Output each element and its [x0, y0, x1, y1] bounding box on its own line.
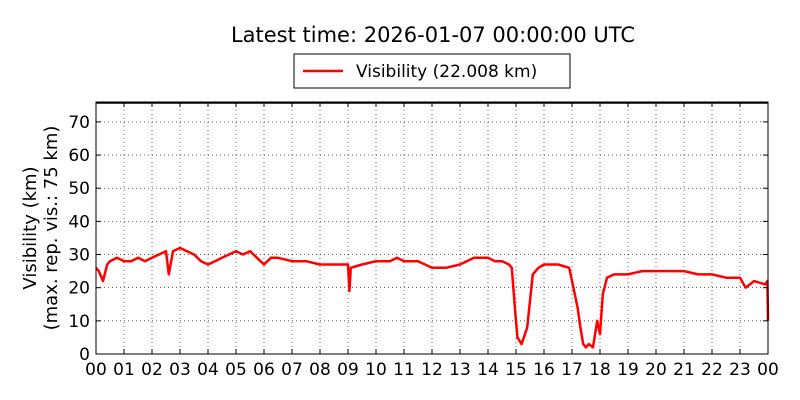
x-tick-label: 08: [309, 360, 331, 380]
axes-frame: [95, 101, 769, 355]
y-tick-label: 0: [79, 345, 90, 365]
y-axis-label-line-2: (max. rep. vis.: 75 km): [41, 126, 62, 331]
x-tick-label: 09: [337, 360, 359, 380]
legend: Visibility (22.008 km): [293, 53, 571, 89]
x-tick-label: 15: [505, 360, 527, 380]
x-tick-label: 10: [365, 360, 387, 380]
x-axis: 00 01 02 03 04 05 06 07 08 09 10 11 12 13 14 15 16 17 18 19…: [85, 102, 779, 380]
legend-label: Visibility (22.008 km): [356, 62, 537, 82]
x-tick-label: 22: [701, 360, 723, 380]
x-tick-label: 06: [253, 360, 275, 380]
x-tick-label: 13: [449, 360, 471, 380]
series-line-visibility: [95, 246, 770, 349]
x-tick-label: 14: [477, 360, 499, 380]
y-tick-label: 60: [68, 146, 90, 166]
chart-title: Latest time: 2026-01-07 00:00:00 UTC: [231, 23, 635, 47]
x-tick-label: 00: [757, 360, 779, 380]
grid: [96, 102, 768, 354]
x-tick-label: 05: [225, 360, 247, 380]
y-axis-label-line-1: Visibility (km): [20, 166, 41, 289]
x-tick-label: 19: [617, 360, 639, 380]
plot-area: [95, 246, 770, 349]
x-tick-label: 01: [113, 360, 135, 380]
x-tick-label: 16: [533, 360, 555, 380]
x-tick-label: 07: [281, 360, 303, 380]
x-tick-label: 00: [85, 360, 107, 380]
y-tick-label: 30: [68, 246, 90, 266]
x-tick-label: 18: [589, 360, 611, 380]
x-tick-label: 02: [141, 360, 163, 380]
x-tick-label: 12: [421, 360, 443, 380]
x-tick-label: 17: [561, 360, 583, 380]
y-tick-label: 50: [68, 179, 90, 199]
x-tick-label: 23: [729, 360, 751, 380]
y-axis-label: Visibility (km) (max. rep. vis.: 75 km): [20, 126, 62, 331]
y-axis: 0 10 20 30 40 50 60 70: [68, 113, 768, 365]
y-tick-label: 10: [68, 312, 90, 332]
y-tick-label: 70: [68, 113, 90, 133]
x-tick-label: 11: [393, 360, 415, 380]
x-tick-label: 03: [169, 360, 191, 380]
y-tick-label: 20: [68, 279, 90, 299]
x-tick-label: 20: [645, 360, 667, 380]
x-tick-label: 04: [197, 360, 219, 380]
y-tick-label: 40: [68, 212, 90, 232]
x-tick-label: 21: [673, 360, 695, 380]
